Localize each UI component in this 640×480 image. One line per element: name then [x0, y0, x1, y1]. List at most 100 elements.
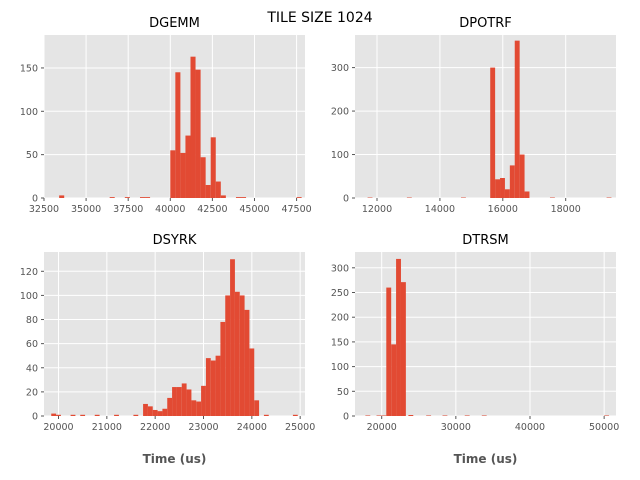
dpotrf-y-tick-label: 100: [331, 150, 349, 161]
dtrsm-title: DTRSM: [462, 233, 508, 248]
dtrsm-bar: [396, 258, 401, 416]
dtrsm-y-tick-label: 50: [337, 387, 349, 398]
dgemm-bar: [215, 181, 221, 198]
dsyrk-x-tick-label: 24000: [237, 422, 267, 433]
dsyrk-bar: [292, 414, 298, 416]
dsyrk-bar: [186, 389, 192, 416]
dtrsm-y-tick-label: 250: [331, 288, 349, 299]
dpotrf-y-tick-label: 0: [343, 194, 349, 205]
dgemm-bar: [241, 197, 247, 198]
dtrsm-x-tick-label: 30000: [441, 422, 471, 433]
dsyrk-bar: [70, 414, 76, 416]
dsyrk-bar: [215, 355, 221, 416]
dsyrk-bar: [80, 414, 86, 416]
dsyrk-y-tick-label: 120: [20, 267, 38, 278]
dsyrk-x-tick-label: 22000: [140, 422, 170, 433]
dpotrf-bar: [490, 67, 496, 198]
panel-dtrsm: 20000 30000 40000 50000 0 50 100 150 200 250 300 DT…: [331, 233, 619, 466]
dgemm-bar: [180, 152, 186, 198]
dsyrk-bar: [167, 397, 173, 416]
dgemm-x-tick-label: 32500: [29, 204, 59, 215]
dgemm-bar: [205, 184, 211, 198]
dsyrk-x-tick-label: 23000: [188, 422, 218, 433]
dgemm-x-tick-label: 37500: [113, 204, 143, 215]
dgemm-bar: [109, 197, 115, 198]
dpotrf-title: DPOTRF: [459, 16, 512, 31]
dsyrk-bar: [143, 403, 148, 416]
dtrsm-bars: [365, 258, 610, 416]
dpotrf-bar: [524, 191, 530, 198]
dpotrf-x-tick-label: 12000: [362, 204, 392, 215]
dgemm-y-tick-label: 100: [20, 107, 38, 118]
panel-dpotrf: 12000 14000 16000 18000 0 100 200 300 DPOTRF: [331, 16, 616, 215]
dgemm-x-tick-label: 47500: [281, 204, 311, 215]
dpotrf-bar: [514, 40, 520, 198]
dsyrk-bar: [225, 295, 231, 416]
dsyrk-bar: [234, 291, 240, 416]
dgemm-bar: [145, 197, 151, 198]
dgemm-bars: [59, 56, 302, 199]
dgemm-bar: [170, 150, 176, 198]
dsyrk-bars: [51, 259, 298, 416]
dsyrk-y-tick-label: 20: [26, 387, 38, 398]
dgemm-bar: [210, 137, 216, 198]
dtrsm-x-tick-label: 20000: [367, 422, 397, 433]
dtrsm-bar: [408, 415, 414, 416]
panel-dgemm: 32500 35000 37500 40000 42500 45000 47500 0 50 10…: [20, 16, 312, 215]
dsyrk-bar: [249, 348, 255, 416]
dpotrf-bar: [509, 165, 515, 198]
dpotrf-y-tick-label: 300: [331, 63, 349, 74]
dsyrk-bar: [230, 259, 235, 416]
panel-dsyrk: 20000 21000 22000 23000 24000 25000 0 20 40 60 80 1…: [20, 233, 315, 466]
dgemm-bar: [296, 197, 302, 198]
dgemm-bar: [59, 195, 65, 198]
dsyrk-bar: [152, 409, 158, 416]
dtrsm-bar: [386, 287, 392, 416]
dsyrk-bar: [133, 414, 139, 416]
dsyrk-bar: [205, 358, 211, 416]
dtrsm-y-tick-label: 0: [343, 412, 349, 423]
dsyrk-bar: [51, 413, 57, 416]
dpotrf-bar: [495, 179, 501, 198]
dtrsm-y-tick-label: 100: [331, 362, 349, 373]
dgemm-x-tick-label: 40000: [155, 204, 185, 215]
dgemm-bar: [185, 135, 191, 198]
dtrsm-bar: [400, 282, 406, 416]
dgemm-bar: [190, 56, 196, 198]
dsyrk-x-axis-label: Time (us): [143, 452, 207, 466]
dsyrk-x-tick-label: 25000: [285, 422, 315, 433]
dsyrk-bar: [191, 400, 197, 416]
dgemm-bar: [200, 157, 206, 198]
dsyrk-y-tick-label: 0: [32, 412, 38, 423]
dpotrf-bar: [519, 154, 525, 198]
dsyrk-bar: [162, 408, 168, 416]
dgemm-x-tick-label: 45000: [239, 204, 269, 215]
dgemm-bar: [220, 195, 226, 198]
dsyrk-y-tick-label: 40: [26, 363, 38, 374]
dpotrf-bar: [504, 189, 510, 198]
dtrsm-bar: [391, 344, 397, 416]
dgemm-y-tick-label: 0: [32, 194, 38, 205]
dtrsm-y-tick-label: 200: [331, 313, 349, 324]
dsyrk-bar: [181, 383, 187, 416]
dtrsm-x-tick-label: 50000: [589, 422, 619, 433]
dgemm-title: DGEMM: [149, 16, 200, 31]
dsyrk-bar: [176, 387, 182, 416]
dpotrf-grid: [355, 35, 616, 199]
figure-title: TILE SIZE 1024: [266, 10, 372, 26]
dgemm-x-tick-label: 35000: [71, 204, 101, 215]
dsyrk-y-tick-label: 60: [26, 339, 38, 350]
dgemm-bar: [124, 197, 130, 198]
dtrsm-y-tick-label: 150: [331, 337, 349, 348]
dpotrf-plot-area: [355, 35, 616, 198]
dpotrf-y-tick-label: 200: [331, 107, 349, 118]
dgemm-bar: [235, 197, 242, 198]
dsyrk-bar: [220, 321, 226, 416]
dpotrf-x-tick-label: 16000: [488, 204, 518, 215]
dpotrf-bars: [367, 40, 612, 198]
dsyrk-y-tick-label: 100: [20, 291, 38, 302]
dtrsm-x-axis-label: Time (us): [454, 452, 518, 466]
dtrsm-y-tick-label: 300: [331, 263, 349, 274]
dsyrk-bar: [210, 360, 216, 416]
